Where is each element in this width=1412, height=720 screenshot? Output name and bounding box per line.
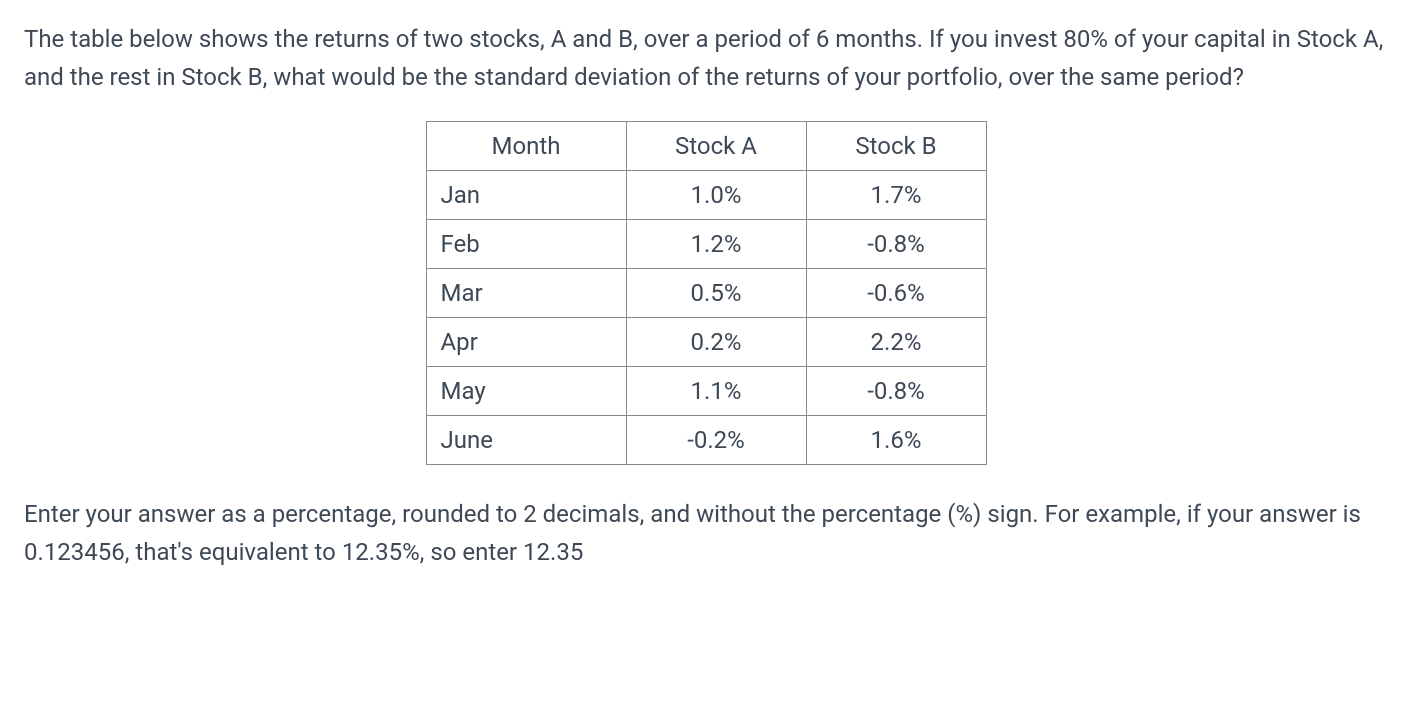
column-header-stock-a: Stock A bbox=[626, 121, 806, 170]
cell-stock-a: 0.5% bbox=[626, 268, 806, 317]
question-text: The table below shows the returns of two… bbox=[24, 20, 1388, 97]
column-header-month: Month bbox=[426, 121, 626, 170]
cell-month: Feb bbox=[426, 219, 626, 268]
column-header-stock-b: Stock B bbox=[806, 121, 986, 170]
table-header-row: Month Stock A Stock B bbox=[426, 121, 986, 170]
returns-table: Month Stock A Stock B Jan 1.0% 1.7% Feb … bbox=[426, 121, 987, 465]
cell-stock-a: 0.2% bbox=[626, 317, 806, 366]
cell-stock-b: 2.2% bbox=[806, 317, 986, 366]
cell-month: Mar bbox=[426, 268, 626, 317]
table-row: Mar 0.5% -0.6% bbox=[426, 268, 986, 317]
table-row: Feb 1.2% -0.8% bbox=[426, 219, 986, 268]
cell-stock-a: 1.2% bbox=[626, 219, 806, 268]
cell-stock-a: -0.2% bbox=[626, 415, 806, 464]
cell-stock-a: 1.0% bbox=[626, 170, 806, 219]
table-container: Month Stock A Stock B Jan 1.0% 1.7% Feb … bbox=[24, 121, 1388, 465]
cell-month: June bbox=[426, 415, 626, 464]
cell-stock-b: -0.8% bbox=[806, 219, 986, 268]
cell-stock-b: 1.7% bbox=[806, 170, 986, 219]
table-row: June -0.2% 1.6% bbox=[426, 415, 986, 464]
cell-stock-a: 1.1% bbox=[626, 366, 806, 415]
table-row: Apr 0.2% 2.2% bbox=[426, 317, 986, 366]
cell-month: Jan bbox=[426, 170, 626, 219]
cell-stock-b: -0.8% bbox=[806, 366, 986, 415]
table-row: May 1.1% -0.8% bbox=[426, 366, 986, 415]
instruction-text: Enter your answer as a percentage, round… bbox=[24, 495, 1388, 572]
table-row: Jan 1.0% 1.7% bbox=[426, 170, 986, 219]
cell-month: Apr bbox=[426, 317, 626, 366]
cell-month: May bbox=[426, 366, 626, 415]
cell-stock-b: 1.6% bbox=[806, 415, 986, 464]
cell-stock-b: -0.6% bbox=[806, 268, 986, 317]
